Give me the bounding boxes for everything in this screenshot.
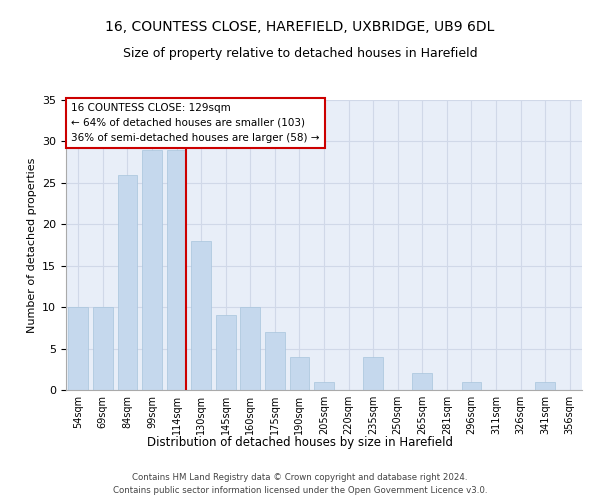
Text: 16 COUNTESS CLOSE: 129sqm
← 64% of detached houses are smaller (103)
36% of semi: 16 COUNTESS CLOSE: 129sqm ← 64% of detac… [71,103,320,142]
Text: Distribution of detached houses by size in Harefield: Distribution of detached houses by size … [147,436,453,449]
Y-axis label: Number of detached properties: Number of detached properties [26,158,37,332]
Bar [216,316,236,390]
Text: 16, COUNTESS CLOSE, HAREFIELD, UXBRIDGE, UB9 6DL: 16, COUNTESS CLOSE, HAREFIELD, UXBRIDGE,… [106,20,494,34]
Bar [142,150,162,390]
Bar [314,382,334,390]
Bar [412,374,432,390]
Bar [93,307,113,390]
Bar [364,357,383,390]
Bar [167,150,187,390]
Bar [290,357,309,390]
Bar [461,382,481,390]
Bar [191,241,211,390]
Bar [68,307,88,390]
Text: Size of property relative to detached houses in Harefield: Size of property relative to detached ho… [122,48,478,60]
Bar [535,382,555,390]
Bar [118,174,137,390]
Text: Contains HM Land Registry data © Crown copyright and database right 2024.
Contai: Contains HM Land Registry data © Crown c… [113,474,487,495]
Bar [241,307,260,390]
Bar [265,332,284,390]
